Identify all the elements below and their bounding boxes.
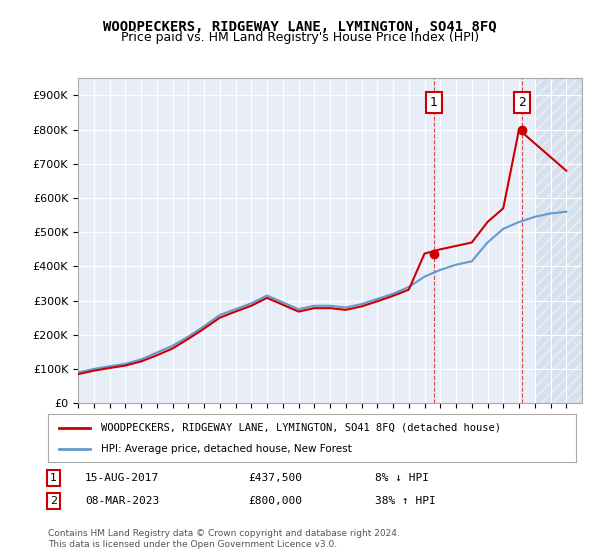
Text: 15-AUG-2017: 15-AUG-2017 [85, 473, 159, 483]
Text: 8% ↓ HPI: 8% ↓ HPI [376, 473, 430, 483]
Text: Contains HM Land Registry data © Crown copyright and database right 2024.
This d: Contains HM Land Registry data © Crown c… [48, 529, 400, 549]
Text: HPI: Average price, detached house, New Forest: HPI: Average price, detached house, New … [101, 444, 352, 454]
Text: 38% ↑ HPI: 38% ↑ HPI [376, 496, 436, 506]
Text: 2: 2 [50, 496, 57, 506]
Polygon shape [535, 78, 582, 403]
Text: WOODPECKERS, RIDGEWAY LANE, LYMINGTON, SO41 8FQ (detached house): WOODPECKERS, RIDGEWAY LANE, LYMINGTON, S… [101, 423, 501, 433]
Text: 1: 1 [50, 473, 57, 483]
Text: £437,500: £437,500 [248, 473, 302, 483]
Text: 08-MAR-2023: 08-MAR-2023 [85, 496, 159, 506]
Text: WOODPECKERS, RIDGEWAY LANE, LYMINGTON, SO41 8FQ: WOODPECKERS, RIDGEWAY LANE, LYMINGTON, S… [103, 20, 497, 34]
Text: Price paid vs. HM Land Registry's House Price Index (HPI): Price paid vs. HM Land Registry's House … [121, 31, 479, 44]
Text: £800,000: £800,000 [248, 496, 302, 506]
Text: 1: 1 [430, 96, 438, 109]
Text: 2: 2 [518, 96, 526, 109]
